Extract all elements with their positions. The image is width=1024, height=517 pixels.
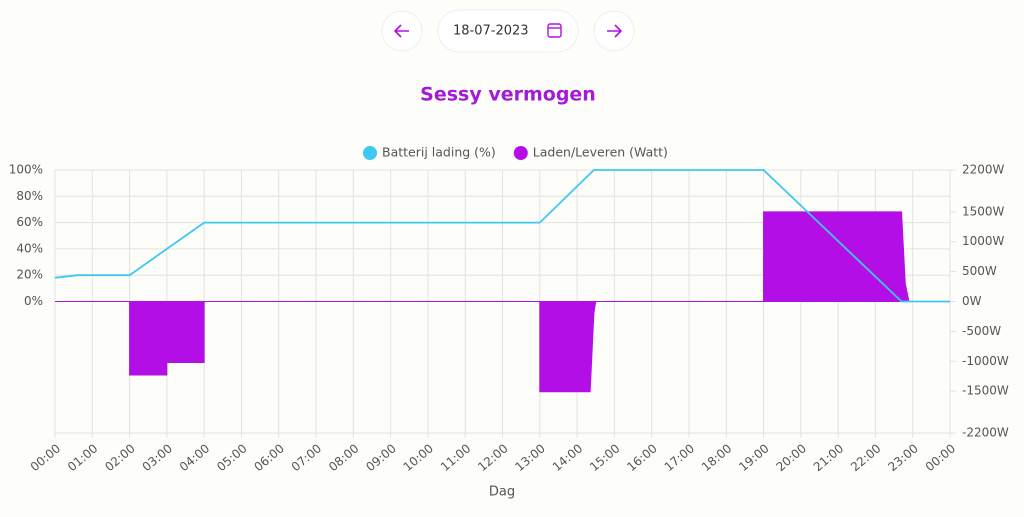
y2-tick-label: -1500W: [962, 384, 1009, 398]
chart-title: Sessy vermogen: [420, 84, 596, 106]
x-tick-label: 23:00: [885, 441, 920, 474]
y2-tick-label: 1500W: [962, 204, 1005, 218]
calendar-icon: [547, 23, 562, 38]
x-tick-label: 00:00: [923, 441, 958, 474]
y2-tick-label: 1000W: [962, 234, 1005, 248]
x-tick-label: 15:00: [587, 441, 622, 474]
x-tick-label: 06:00: [251, 441, 286, 474]
y-tick-label: 80%: [16, 189, 43, 203]
x-tick-label: 18:00: [699, 441, 734, 474]
y-tick-label: 60%: [16, 215, 43, 229]
next-icon: [607, 24, 623, 38]
y2-tick-label: 2200W: [962, 163, 1005, 177]
x-tick-label: 13:00: [512, 441, 547, 474]
y2-tick-label: -1000W: [962, 354, 1009, 368]
x-tick-label: 22:00: [848, 441, 883, 474]
y-tick-label: 20%: [16, 268, 43, 282]
date-text: 18-07-2023: [453, 24, 529, 39]
prev-icon: [393, 24, 409, 38]
legend-marker: [513, 146, 528, 160]
x-tick-label: 03:00: [140, 441, 175, 474]
x-tick-label: 09:00: [363, 441, 398, 474]
x-tick-label: 14:00: [550, 441, 585, 474]
power-area: [55, 211, 950, 393]
battery-line: [54, 169, 950, 303]
x-tick-label: 08:00: [326, 441, 361, 474]
x-tick-label: 17:00: [662, 441, 697, 474]
y2-tick-label: 500W: [962, 264, 997, 278]
x-tick-label: 10:00: [401, 441, 436, 474]
y-tick-label: 0%: [24, 294, 43, 308]
x-tick-label: 00:00: [28, 441, 63, 474]
y2-tick-label: 0W: [962, 294, 982, 308]
legend-marker: [363, 146, 377, 160]
x-tick-label: 07:00: [289, 441, 324, 474]
x-tick-label: 21:00: [811, 441, 846, 474]
x-tick-label: 16:00: [624, 441, 659, 474]
date-field[interactable]: [437, 9, 579, 53]
y-tick-label: 100%: [9, 163, 43, 177]
legend-label: Batterij lading (%): [382, 145, 496, 160]
y2-tick-label: -2200W: [962, 426, 1009, 440]
x-tick-label: 02:00: [102, 441, 137, 474]
x-tick-label: 19:00: [736, 441, 771, 474]
x-tick-label: 11:00: [438, 441, 473, 474]
x-tick-label: 05:00: [214, 441, 249, 474]
legend-label: Laden/Leveren (Watt): [533, 145, 668, 160]
x-tick-label: 20:00: [774, 441, 809, 474]
x-tick-label: 01:00: [65, 441, 100, 474]
y2-tick-label: -500W: [962, 324, 1001, 338]
x-tick-label: 12:00: [475, 441, 510, 474]
y-tick-label: 40%: [16, 241, 43, 255]
x-tick-label: 04:00: [177, 441, 212, 474]
x-axis-label: Dag: [489, 485, 515, 500]
